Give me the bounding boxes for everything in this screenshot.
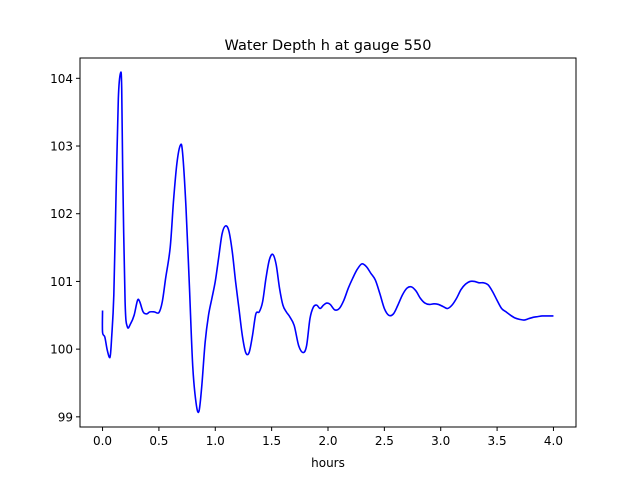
y-axis: 99 100 101 102 103 104 (50, 72, 80, 424)
x-tick-label: 2.5 (375, 434, 394, 448)
y-tick-label: 99 (58, 410, 73, 424)
x-axis-label: hours (311, 456, 345, 470)
y-tick-label: 102 (50, 207, 73, 221)
y-tick-label: 100 (50, 343, 73, 357)
series-line-0 (101, 71, 554, 414)
x-tick-label: 2.0 (318, 434, 337, 448)
x-tick-label: 3.0 (431, 434, 450, 448)
y-tick-label: 101 (50, 275, 73, 289)
x-tick-label: 0.0 (93, 434, 112, 448)
x-tick-label: 1.5 (262, 434, 281, 448)
x-tick-label: 3.5 (488, 434, 507, 448)
y-tick-label: 104 (50, 72, 73, 86)
x-tick-label: 1.0 (206, 434, 225, 448)
x-axis: 0.0 0.5 1.0 1.5 2.0 2.5 3.0 3.5 4.0 (93, 427, 563, 448)
y-tick-label: 103 (50, 140, 73, 154)
x-tick-label: 0.5 (149, 434, 168, 448)
plot-area (101, 71, 554, 414)
x-tick-label: 4.0 (544, 434, 563, 448)
chart-title: Water Depth h at gauge 550 (225, 38, 432, 54)
